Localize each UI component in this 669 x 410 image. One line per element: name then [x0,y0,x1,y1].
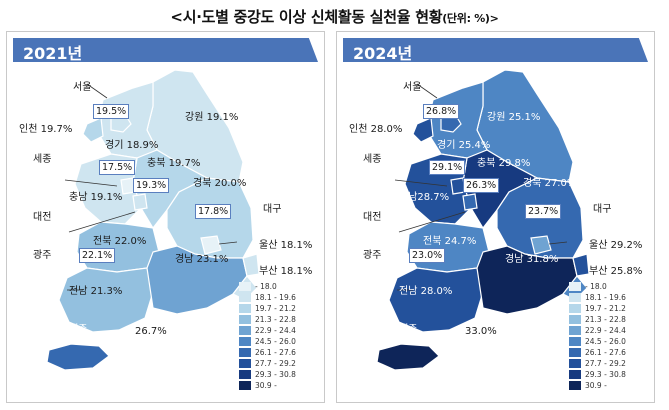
label-busan: 부산 25.8% [589,266,643,277]
label-jeju-value: 26.7% [135,326,167,337]
region-jeonbuk [76,221,160,273]
year-banner: 2024년 [343,38,648,62]
legend-item: 24.5 - 26.0 [239,336,317,347]
legend-item: 26.1 - 27.6 [569,347,647,358]
legend-item: 18.1 - 19.6 [239,292,317,303]
label-gwangju: 광주 [363,250,382,261]
label-daegu: 대구 [263,204,282,215]
box-daejeon: 19.3% [133,178,170,193]
region-daejeon [132,193,148,211]
label-busan: 부산 18.1% [259,266,313,277]
legend-item: 19.7 - 21.2 [569,303,647,314]
box-seoul: 26.8% [423,104,460,119]
box-daegu: 23.7% [525,204,562,219]
region-jeju [46,343,110,371]
region-daegu [530,235,552,255]
label-jeju-value: 33.0% [465,326,497,337]
label-gyeongnam: 경남 23.1% [175,254,229,265]
region-ulsan [242,253,260,277]
label-gyeongnam: 경남 31.8% [505,254,559,265]
label-sejong: 세종 [33,154,52,165]
legend-item: 21.3 - 22.8 [239,314,317,325]
label-seoul: 서울 [403,82,422,93]
label-chungbuk: 충북 19.7% [147,158,201,169]
label-gangwon: 강원 25.1% [487,112,541,123]
region-jeonnam [58,267,154,333]
label-jeju: 제주 [69,324,88,335]
label-jeonbuk: 전북 22.0% [93,236,147,247]
label-gyeongbuk: 경북 20.0% [193,178,247,189]
label-ulsan: 울산 29.2% [589,240,643,251]
label-chungnam: 충남28.7% [399,192,450,203]
label-incheon: 인천 28.0% [349,124,403,135]
box-sejong: 17.5% [99,160,136,175]
legend-item: 26.1 - 27.6 [239,347,317,358]
legend-item: - 18.0 [239,281,317,292]
year-banner: 2021년 [13,38,318,62]
map-panel-2021: 2021년 서울 인천 19.7% 강원 19.1% 경기 18 [6,31,325,403]
box-gwangju: 23.0% [409,248,446,263]
label-sejong: 세종 [363,154,382,165]
legend-item: 30.9 - [239,380,317,391]
label-seoul: 서울 [73,82,92,93]
label-jeonnam: 전남 28.0% [399,286,453,297]
label-daejeon: 대전 [363,212,382,223]
legend: - 18.0 18.1 - 19.6 19.7 - 21.2 21.3 - 22… [569,281,647,391]
legend-item: 22.9 - 24.4 [569,325,647,336]
legend-item: 29.3 - 30.8 [239,369,317,380]
legend-item: 19.7 - 21.2 [239,303,317,314]
label-incheon: 인천 19.7% [19,124,73,135]
region-daejeon [462,193,478,211]
page-title: <시·도별 중강도 이상 신체활동 실천율 현황(단위: %)> [170,8,499,26]
legend-item: 29.3 - 30.8 [569,369,647,380]
label-gyeongbuk: 경북 27.0% [523,178,577,189]
box-seoul: 19.5% [93,104,130,119]
region-ulsan [572,253,590,277]
label-gwangju: 광주 [33,250,52,261]
legend-item: 30.9 - [569,380,647,391]
legend-item: 22.9 - 24.4 [239,325,317,336]
label-daejeon: 대전 [33,212,52,223]
box-sejong: 29.1% [429,160,466,175]
box-daejeon: 26.3% [463,178,500,193]
legend: - 18.0 18.1 - 19.6 19.7 - 21.2 21.3 - 22… [239,281,317,391]
label-daegu: 대구 [593,204,612,215]
region-jeju [376,343,440,371]
legend-item: 24.5 - 26.0 [569,336,647,347]
legend-item: 27.7 - 29.2 [239,358,317,369]
label-jeju: 제주 [399,324,418,335]
legend-item: 27.7 - 29.2 [569,358,647,369]
korea-map [376,69,590,371]
box-gwangju: 22.1% [79,248,116,263]
map-panel-2024: 2024년 서울 인천 28.0% 강원 25.1% 경기 25 [336,31,655,403]
region-incheon [82,117,104,143]
label-gyeonggi: 경기 25.4% [437,140,491,151]
label-gangwon: 강원 19.1% [185,112,239,123]
label-chungnam: 충남 19.1% [69,192,123,203]
label-ulsan: 울산 18.1% [259,240,313,251]
label-jeonbuk: 전북 24.7% [423,236,477,247]
region-incheon [412,117,434,143]
legend-item: - 18.0 [569,281,647,292]
legend-item: 18.1 - 19.6 [569,292,647,303]
region-daegu [200,235,222,255]
label-gyeonggi: 경기 18.9% [105,140,159,151]
region-jeonnam [388,267,484,333]
legend-item: 21.3 - 22.8 [569,314,647,325]
region-jeonbuk [406,221,490,273]
label-chungbuk: 충북 29.8% [477,158,531,169]
box-daegu: 17.8% [195,204,232,219]
label-jeonnam: 전남 21.3% [69,286,123,297]
